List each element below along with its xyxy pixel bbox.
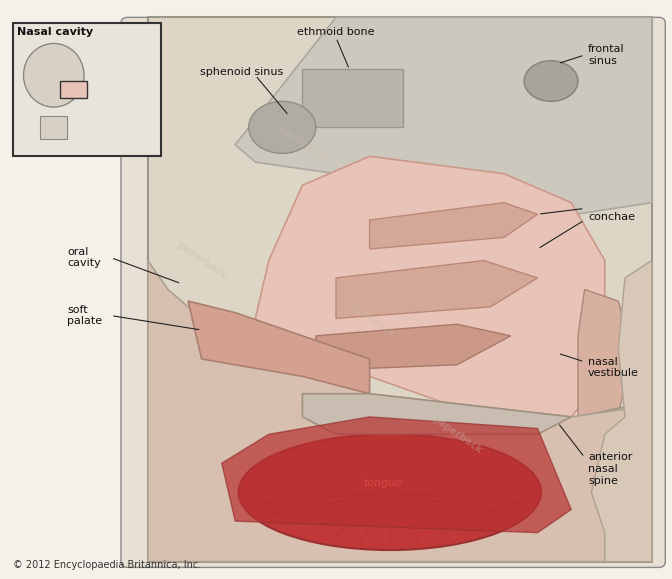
Polygon shape	[302, 394, 571, 434]
Text: paperback: paperback	[276, 124, 329, 166]
Text: sphenoid sinus: sphenoid sinus	[200, 67, 284, 78]
Text: paperback: paperback	[175, 240, 228, 281]
Polygon shape	[336, 261, 538, 318]
Polygon shape	[591, 261, 652, 562]
Text: paperback: paperback	[343, 298, 396, 339]
Ellipse shape	[24, 43, 84, 107]
Polygon shape	[302, 69, 403, 127]
Text: conchae: conchae	[588, 212, 635, 222]
Polygon shape	[578, 405, 632, 440]
Bar	[13, 23, 161, 156]
Text: paperback: paperback	[255, 384, 309, 426]
Bar	[60, 81, 87, 98]
FancyBboxPatch shape	[121, 17, 665, 567]
Ellipse shape	[249, 101, 316, 153]
Text: © 2012 Encyclopaedia Britannica, Inc.: © 2012 Encyclopaedia Britannica, Inc.	[13, 560, 202, 570]
Polygon shape	[222, 417, 571, 533]
Ellipse shape	[524, 61, 578, 101]
Polygon shape	[578, 290, 632, 417]
Text: frontal
sinus: frontal sinus	[588, 44, 625, 66]
Polygon shape	[235, 17, 652, 220]
Ellipse shape	[239, 434, 541, 550]
Polygon shape	[148, 261, 652, 562]
Text: soft
palate: soft palate	[67, 305, 102, 327]
Polygon shape	[370, 203, 538, 249]
Polygon shape	[316, 324, 511, 371]
Text: anterior
nasal
spine: anterior nasal spine	[588, 452, 632, 486]
Text: oral
cavity: oral cavity	[67, 247, 101, 269]
Polygon shape	[255, 156, 605, 417]
Text: ethmoid bone: ethmoid bone	[297, 27, 375, 37]
Bar	[40, 116, 67, 139]
Text: nasal
vestibule: nasal vestibule	[588, 357, 639, 379]
Text: paperback: paperback	[430, 413, 484, 455]
Text: Nasal cavity: Nasal cavity	[17, 27, 93, 37]
Polygon shape	[188, 301, 370, 394]
Text: tongue: tongue	[364, 478, 403, 489]
Polygon shape	[148, 17, 652, 562]
